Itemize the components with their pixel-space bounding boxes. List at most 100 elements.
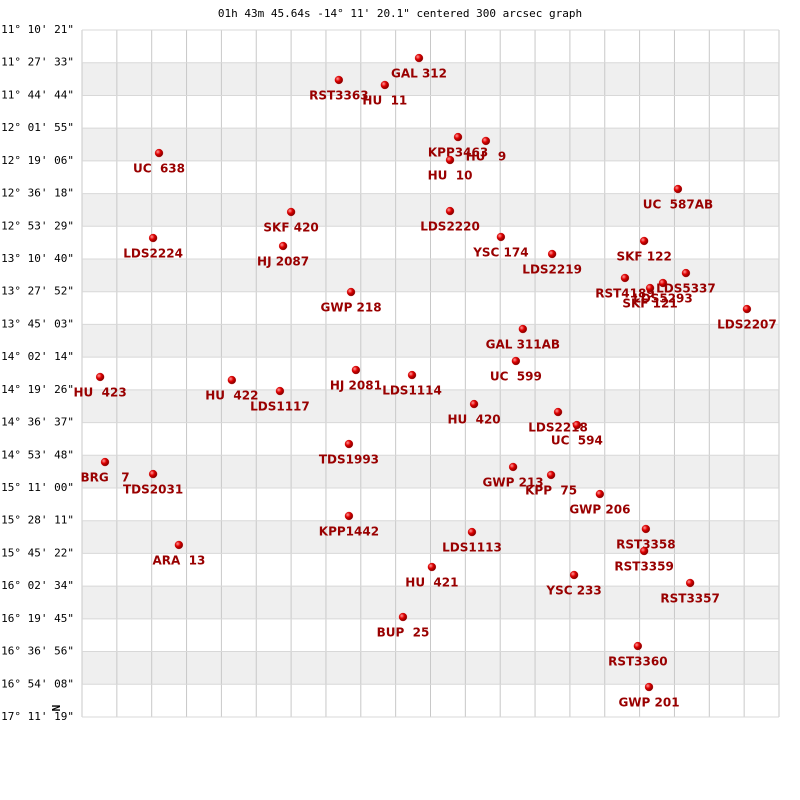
north-label: N [50, 705, 63, 712]
star-label: HU 9 [466, 149, 507, 163]
star [553, 407, 563, 417]
star [380, 80, 389, 90]
star [641, 524, 651, 534]
y-tick-label: -11° 10' 21" [0, 23, 74, 36]
star [100, 457, 110, 467]
star-label: HU 420 [447, 413, 500, 427]
star [546, 470, 556, 480]
star [547, 249, 557, 259]
star [278, 241, 288, 251]
star-label: BRG 7 [80, 471, 129, 485]
y-tick-label: -16° 02' 34" [0, 579, 74, 592]
y-tick-label: -17° 11' 19" [0, 710, 74, 723]
star-label: UC 587AB [643, 198, 713, 212]
star [275, 386, 285, 396]
star-label: GAL 312 [391, 67, 447, 81]
star [398, 612, 408, 622]
star [346, 287, 356, 297]
star-label: LDS5293 [633, 291, 693, 305]
star [685, 578, 695, 588]
star-label: LDS2224 [123, 247, 183, 261]
star-label: SKF 121 [622, 297, 677, 311]
star-label: UC 594 [551, 434, 603, 448]
y-tick-label: -14° 02' 14" [0, 350, 74, 363]
star-label: HU 11 [362, 93, 407, 107]
y-tick-label: -14° 36' 37" [0, 416, 74, 429]
star-label: LDS5337 [656, 282, 716, 296]
star [453, 132, 463, 142]
star-label: LDS2207 [717, 318, 777, 332]
y-tick-label: -11° 27' 33" [0, 56, 74, 69]
y-tick-label: -12° 36' 18" [0, 187, 74, 200]
star [95, 372, 105, 382]
star-label: HU 422 [205, 389, 258, 403]
star [673, 184, 683, 194]
star-label: LDS1114 [382, 384, 442, 398]
star-label: TDS2031 [123, 483, 183, 497]
star-label: GAL 311AB [486, 338, 560, 352]
star [154, 148, 164, 158]
y-tick-label: -15° 28' 11" [0, 514, 74, 527]
star-label: KPP1442 [319, 524, 379, 538]
star [620, 273, 630, 283]
star-label: YSC 233 [545, 583, 601, 597]
star-label: LDS1117 [250, 400, 310, 414]
star-label: LDS2220 [420, 220, 480, 234]
star-label: UC 638 [133, 162, 185, 176]
star-label: RST3363 [309, 88, 368, 102]
star-label: ARA 13 [152, 553, 205, 567]
star [445, 155, 455, 165]
star-label: HU 10 [428, 169, 473, 183]
y-tick-label: -16° 54' 08" [0, 677, 74, 690]
star [414, 53, 424, 63]
star [344, 439, 354, 449]
chart-title: 01h 43m 45.64s -14° 11' 20.1" centered 3… [218, 7, 582, 20]
star-label: SKF 122 [616, 249, 671, 263]
star-label: RST4189 [595, 286, 654, 300]
star-label: YSC 174 [472, 245, 528, 259]
y-tick-label: -14° 53' 48" [0, 448, 74, 461]
star-label: HJ 2087 [257, 254, 309, 268]
y-tick-label: -12° 19' 06" [0, 154, 74, 167]
y-tick-label: -11° 44' 44" [0, 88, 74, 101]
star [569, 570, 579, 580]
star-label: KPP3463 [428, 146, 488, 160]
star-label: UC 599 [490, 369, 542, 383]
grid: -11° 10' 21" -11° 27' 33" -11° 44' 44" -12°… [0, 23, 780, 723]
star-label: RST3357 [660, 591, 719, 605]
star [467, 527, 477, 537]
star [645, 283, 655, 293]
star [286, 207, 296, 217]
star [344, 511, 354, 521]
star-label: HU 423 [74, 385, 127, 399]
star [511, 356, 521, 366]
star [681, 268, 691, 278]
y-tick-label: -14° 19' 26" [0, 383, 74, 396]
star-label: LDS2219 [522, 262, 582, 276]
y-tick-label: -15° 45' 22" [0, 546, 74, 559]
star [595, 489, 605, 499]
star [481, 136, 491, 146]
star-label: TDS1993 [319, 453, 379, 467]
star [227, 375, 237, 385]
star-label: GWP 213 [483, 475, 544, 489]
y-tick-label: -12° 53' 29" [0, 219, 74, 232]
star [351, 365, 361, 375]
star [445, 206, 455, 216]
star-label: LDS1113 [442, 541, 502, 555]
y-tick-label: -12° 01' 55" [0, 121, 74, 134]
star [469, 399, 479, 409]
star [658, 278, 668, 288]
star-label: GWP 218 [320, 301, 381, 315]
star [148, 233, 158, 243]
star [518, 324, 528, 334]
y-tick-label: -15° 11' 00" [0, 481, 74, 494]
star [508, 462, 518, 472]
y-tick-label: -13° 27' 52" [0, 285, 74, 298]
star [334, 75, 343, 85]
star [644, 682, 654, 692]
star [174, 540, 184, 550]
star-label: BUP 25 [377, 626, 430, 640]
